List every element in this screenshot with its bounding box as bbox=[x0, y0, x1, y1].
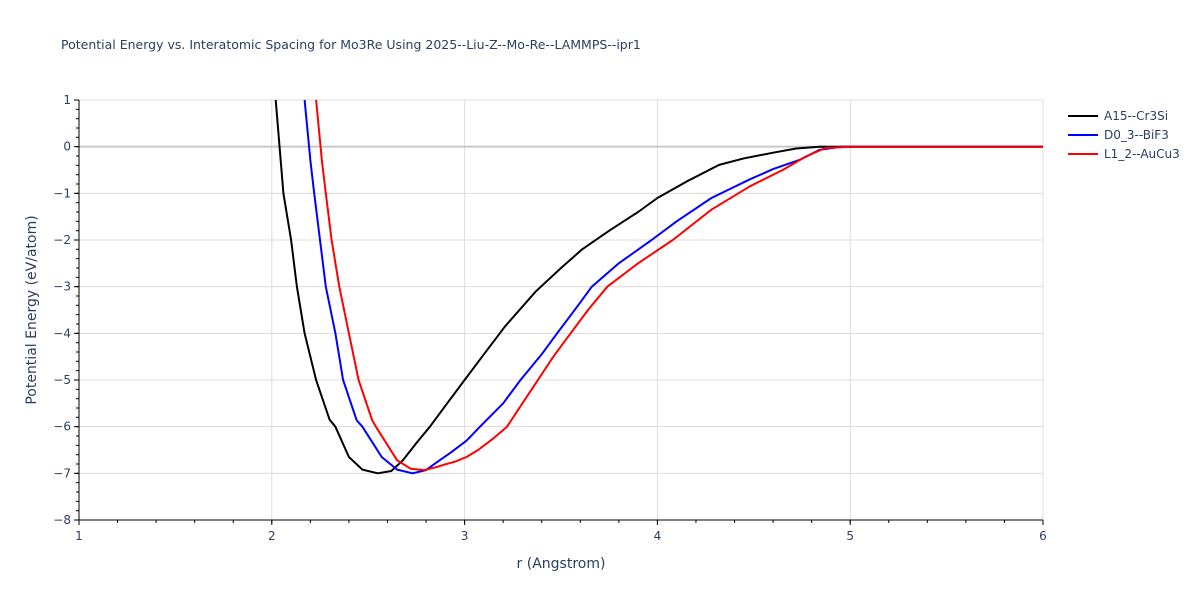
y-axis-title: Potential Energy (eV/atom) bbox=[24, 215, 40, 404]
svg-text:1: 1 bbox=[75, 529, 83, 543]
legend-swatch-black bbox=[1068, 114, 1098, 117]
legend-swatch-red bbox=[1068, 152, 1098, 155]
legend-label: L1_2--AuCu3 bbox=[1104, 146, 1180, 161]
svg-text:−3: −3 bbox=[53, 280, 71, 294]
grid-lines bbox=[79, 99, 1044, 520]
svg-text:3: 3 bbox=[461, 529, 469, 543]
chart-title: Potential Energy vs. Interatomic Spacing… bbox=[61, 37, 641, 52]
svg-text:−1: −1 bbox=[53, 186, 71, 200]
legend-item-d0-3-bif3[interactable]: D0_3--BiF3 bbox=[1068, 125, 1180, 144]
series-line-0[interactable] bbox=[274, 99, 1043, 475]
svg-text:6: 6 bbox=[1039, 529, 1047, 543]
svg-text:−7: −7 bbox=[53, 466, 71, 480]
series-line-2[interactable] bbox=[315, 99, 1043, 472]
svg-text:2: 2 bbox=[268, 529, 276, 543]
legend-item-l1-2-aucu3[interactable]: L1_2--AuCu3 bbox=[1068, 144, 1180, 163]
svg-text:0: 0 bbox=[63, 140, 71, 154]
legend-item-a15-cr3si[interactable]: A15--Cr3Si bbox=[1068, 106, 1180, 125]
axes: 1 2 3 4 5 6 1 0 −1 −2 −3 −4 −5 −6 −7 −8 bbox=[53, 93, 1047, 543]
x-axis-title: r (Angstrom) bbox=[517, 556, 606, 572]
series-lines bbox=[274, 99, 1043, 475]
svg-text:−6: −6 bbox=[53, 420, 71, 434]
svg-text:−5: −5 bbox=[53, 373, 71, 387]
legend-swatch-blue bbox=[1068, 133, 1098, 136]
svg-text:−2: −2 bbox=[53, 233, 71, 247]
legend-label: D0_3--BiF3 bbox=[1104, 127, 1169, 142]
svg-text:−4: −4 bbox=[53, 326, 71, 340]
svg-text:5: 5 bbox=[846, 529, 854, 543]
svg-text:4: 4 bbox=[654, 529, 662, 543]
svg-text:−8: −8 bbox=[53, 513, 71, 527]
svg-text:1: 1 bbox=[63, 93, 71, 107]
legend: A15--Cr3Si D0_3--BiF3 L1_2--AuCu3 bbox=[1068, 106, 1180, 163]
series-line-1[interactable] bbox=[303, 99, 1043, 475]
legend-label: A15--Cr3Si bbox=[1104, 108, 1169, 123]
